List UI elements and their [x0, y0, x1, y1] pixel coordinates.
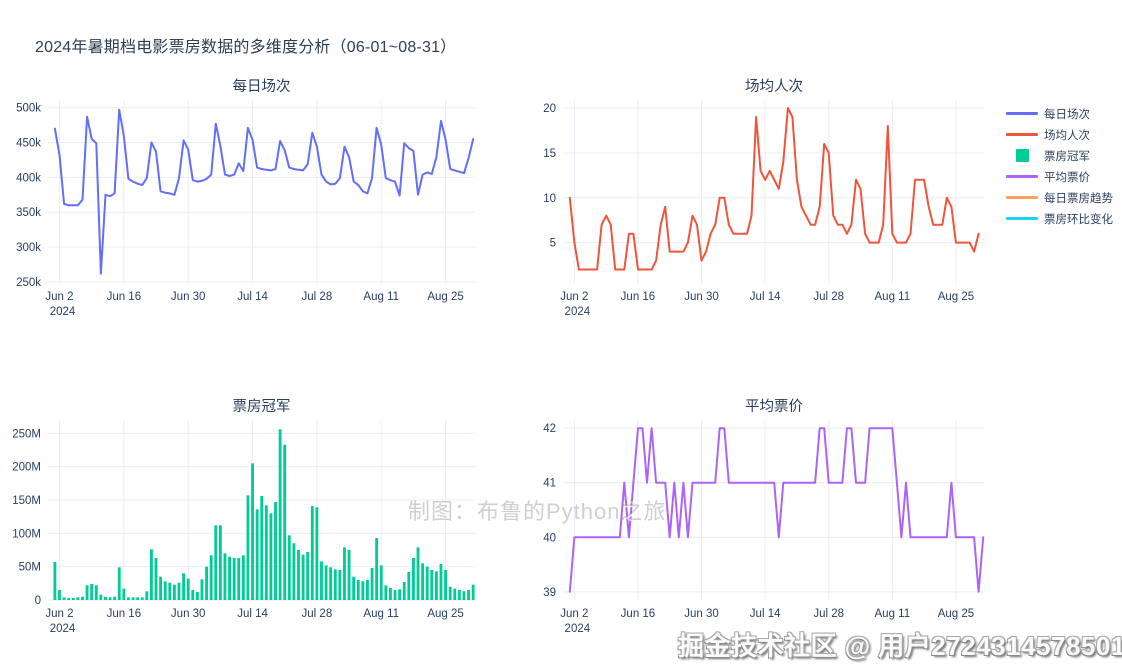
- legend-label: 票房环比变化: [1044, 213, 1113, 226]
- svg-text:Jun 30: Jun 30: [171, 608, 206, 620]
- svg-text:Aug 25: Aug 25: [427, 291, 463, 303]
- box-office-champion-bars[interactable]: [53, 429, 475, 600]
- chart-box-office-champion[interactable]: 0 50M 100M 150M 200M 250M Jun 2 2024 Jun 16 Jun 3…: [8, 396, 490, 644]
- legend-label: 票房冠军: [1044, 150, 1090, 163]
- svg-text:0: 0: [35, 595, 41, 607]
- svg-text:Aug 11: Aug 11: [875, 608, 911, 620]
- svg-text:Jul 28: Jul 28: [813, 291, 844, 303]
- chart-avg-attendance[interactable]: 5 10 15 20 Jun 2 2024 Jun 16 Jun 30 Jul 14 Jul 28…: [515, 76, 997, 324]
- svg-text:100M: 100M: [12, 528, 41, 540]
- svg-text:Jun 2: Jun 2: [560, 608, 588, 620]
- legend-label: 每日场次: [1044, 108, 1090, 121]
- gridlines: [48, 100, 475, 283]
- legend-item-2[interactable]: 场均人次: [1006, 124, 1118, 145]
- legend-line-swatch-icon: [1006, 175, 1038, 178]
- avg-attendance-line[interactable]: [568, 107, 980, 271]
- svg-text:40: 40: [543, 532, 556, 544]
- subplot-title-avg-attendance: 场均人次: [745, 78, 803, 95]
- svg-text:Jun 16: Jun 16: [107, 608, 142, 620]
- axis-tick-labels: 250k 300k 350k 400k 450k 500k Jun 2 2024 Jun 16 J…: [16, 103, 464, 318]
- gridlines: [563, 100, 985, 283]
- svg-text:5: 5: [550, 238, 556, 250]
- svg-text:2024: 2024: [565, 623, 591, 635]
- svg-text:250M: 250M: [12, 428, 41, 440]
- svg-text:2024: 2024: [565, 306, 591, 318]
- svg-text:42: 42: [543, 423, 556, 435]
- svg-text:Jun 16: Jun 16: [107, 291, 142, 303]
- page-title: 2024年暑期档电影票房数据的多维度分析（06-01~08-31）: [35, 39, 457, 56]
- svg-text:Jun 30: Jun 30: [171, 291, 206, 303]
- svg-text:Jul 14: Jul 14: [750, 291, 781, 303]
- svg-text:Aug 25: Aug 25: [938, 291, 974, 303]
- svg-text:50M: 50M: [19, 562, 41, 574]
- svg-text:10: 10: [543, 193, 556, 205]
- svg-text:Aug 11: Aug 11: [875, 291, 911, 303]
- svg-text:Jul 28: Jul 28: [302, 291, 333, 303]
- svg-text:150M: 150M: [12, 495, 41, 507]
- svg-text:Jul 14: Jul 14: [237, 608, 268, 620]
- svg-text:Jun 30: Jun 30: [684, 608, 719, 620]
- svg-text:250k: 250k: [16, 277, 41, 289]
- avg-attendance-plot[interactable]: 5 10 15 20 Jun 2 2024 Jun 16 Jun 30 Jul 14 Jul 28…: [515, 76, 997, 324]
- svg-text:Jul 14: Jul 14: [750, 608, 781, 620]
- svg-text:39: 39: [543, 587, 556, 599]
- axis-tick-labels: 5 10 15 20 Jun 2 2024 Jun 16 Jun 30 Jul 14 Jul 28…: [543, 103, 974, 318]
- daily-sessions-line[interactable]: [53, 108, 475, 275]
- svg-text:Jul 28: Jul 28: [813, 608, 844, 620]
- svg-text:Aug 25: Aug 25: [427, 608, 463, 620]
- svg-text:500k: 500k: [16, 103, 41, 115]
- legend-line-swatch-icon: [1006, 196, 1038, 199]
- svg-text:400k: 400k: [16, 172, 41, 184]
- legend-line-swatch-icon: [1006, 217, 1038, 220]
- subplot-title-avg-ticket-price: 平均票价: [745, 398, 803, 415]
- daily-sessions-plot[interactable]: 250k 300k 350k 400k 450k 500k Jun 2 2024 Jun 16 J…: [8, 76, 490, 324]
- svg-text:15: 15: [543, 148, 556, 160]
- avg-ticket-price-line[interactable]: [568, 427, 985, 593]
- legend-item-3[interactable]: 票房冠军: [1006, 145, 1118, 166]
- legend-item-1[interactable]: 每日场次: [1006, 103, 1118, 124]
- legend-label: 每日票房趋势: [1044, 192, 1113, 205]
- svg-text:20: 20: [543, 103, 556, 115]
- svg-text:Jun 2: Jun 2: [45, 291, 73, 303]
- svg-text:Jun 16: Jun 16: [621, 608, 656, 620]
- box-office-champion-plot[interactable]: 0 50M 100M 150M 200M 250M Jun 2 2024 Jun 16 Jun 3…: [8, 396, 490, 644]
- legend-square-swatch-icon: [1006, 149, 1038, 162]
- svg-text:Aug 11: Aug 11: [363, 291, 399, 303]
- chart-daily-sessions[interactable]: 250k 300k 350k 400k 450k 500k Jun 2 2024 Jun 16 J…: [8, 76, 490, 324]
- svg-text:Aug 25: Aug 25: [938, 608, 974, 620]
- svg-text:Jul 14: Jul 14: [237, 291, 268, 303]
- legend-line-swatch-icon: [1006, 112, 1038, 115]
- legend-item-4[interactable]: 平均票价: [1006, 166, 1118, 187]
- chart-avg-ticket-price[interactable]: 39 40 41 42 Jun 2 2024 Jun 16 Jun 30 Jul 14 Jul 2…: [515, 396, 997, 644]
- svg-text:2024: 2024: [50, 623, 76, 635]
- avg-ticket-price-plot[interactable]: 39 40 41 42 Jun 2 2024 Jun 16 Jun 30 Jul 14 Jul 2…: [515, 396, 997, 644]
- legend: 每日场次场均人次票房冠军平均票价每日票房趋势 票房环比变化: [1006, 103, 1118, 229]
- subplot-title-box-office-champion: 票房冠军: [233, 398, 291, 415]
- svg-text:Jul 28: Jul 28: [302, 608, 333, 620]
- svg-text:41: 41: [543, 478, 556, 490]
- svg-text:350k: 350k: [16, 207, 41, 219]
- svg-text:300k: 300k: [16, 242, 41, 254]
- legend-label: 平均票价: [1044, 171, 1090, 184]
- svg-text:450k: 450k: [16, 138, 41, 150]
- svg-text:200M: 200M: [12, 462, 41, 474]
- svg-text:Jun 16: Jun 16: [621, 291, 656, 303]
- svg-text:Aug 11: Aug 11: [363, 608, 399, 620]
- svg-text:Jun 2: Jun 2: [560, 291, 588, 303]
- legend-item-6[interactable]: 票房环比变化: [1006, 208, 1118, 229]
- svg-text:Jun 2: Jun 2: [45, 608, 73, 620]
- axis-tick-labels: 0 50M 100M 150M 200M 250M Jun 2 2024 Jun 16 Jun 3…: [12, 428, 464, 635]
- legend-line-swatch-icon: [1006, 133, 1038, 136]
- legend-item-5[interactable]: 每日票房趋势: [1006, 187, 1118, 208]
- svg-text:2024: 2024: [50, 306, 76, 318]
- axis-tick-labels: 39 40 41 42 Jun 2 2024 Jun 16 Jun 30 Jul 14 Jul 2…: [543, 423, 974, 635]
- svg-text:Jun 30: Jun 30: [684, 291, 719, 303]
- legend-label: 场均人次: [1044, 129, 1090, 142]
- subplot-title-daily-sessions: 每日场次: [233, 78, 291, 95]
